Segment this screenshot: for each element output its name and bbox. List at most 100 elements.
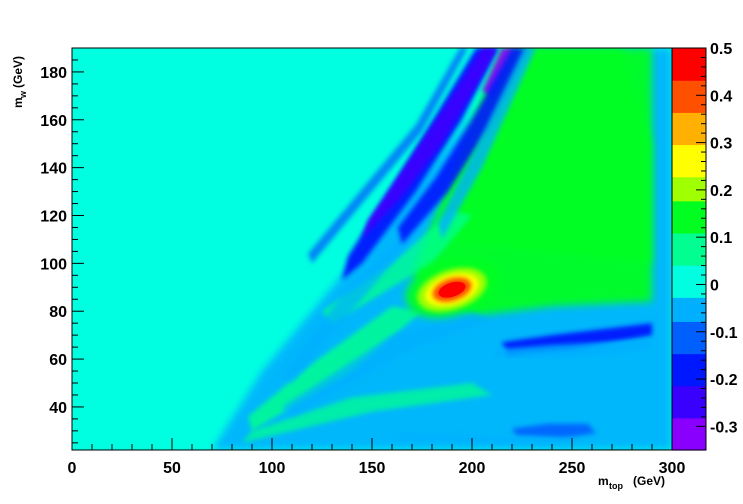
colorbar-step [672, 216, 706, 226]
peak-core [438, 281, 466, 298]
colorbar-step [672, 297, 706, 306]
y-tick-label: 80 [49, 304, 67, 321]
x-axis-title-sub: top [609, 481, 623, 491]
colorbar-step [672, 200, 706, 210]
colorbar-tick-label: 0 [710, 277, 719, 294]
x-tick-label: 250 [559, 460, 586, 477]
colorbar-step [672, 249, 706, 258]
colorbar-step [672, 385, 706, 395]
negative-band-second [398, 48, 528, 245]
y-axis: 40 60 80 100 120 140 160 180 [40, 47, 84, 444]
light-band-third [438, 48, 536, 240]
colorbar-tick-label: -0.1 [710, 325, 738, 342]
y-axis-title-main: m [11, 97, 25, 108]
colorbar-step [672, 441, 706, 451]
colorbar-step [672, 168, 706, 178]
colorbar-step [672, 152, 706, 162]
colorbar-step [672, 184, 706, 194]
x-tick-label: 200 [459, 460, 486, 477]
colorbar-step [672, 64, 706, 73]
colorbar-ticks: -0.3 -0.2 -0.1 0 0.1 0.2 0.3 0.4 0.5 [696, 41, 738, 436]
colorbar-step [672, 401, 706, 411]
colorbar-step [672, 345, 706, 355]
colorbar-tick-label: 0.3 [710, 136, 732, 153]
colorbar-tick-label: 0.4 [710, 88, 732, 105]
colorbar-step [672, 80, 706, 89]
colorbar-step [672, 88, 706, 97]
x-tick-label: 150 [359, 460, 386, 477]
colorbar-step [672, 369, 706, 379]
colorbar-step [672, 56, 706, 65]
x-tick-label: 100 [259, 460, 286, 477]
ripple-2 [282, 234, 412, 383]
colorbar-step [672, 104, 706, 113]
ripple-1 [282, 311, 492, 417]
y-axis-title-unit: (GeV) [11, 56, 25, 88]
colorbar-step [672, 289, 706, 298]
outer-line [308, 48, 468, 264]
colorbar-step [672, 353, 706, 363]
y-tick-label: 60 [49, 352, 67, 369]
colorbar-step [672, 257, 706, 266]
colorbar-step [672, 72, 706, 81]
colorbar-tick-label: -0.3 [710, 419, 738, 436]
colorbar-tick-label: 0.2 [710, 183, 732, 200]
colorbar-frame [671, 47, 707, 451]
colorbar: -0.3 -0.2 -0.1 0 0.1 0.2 0.3 0.4 0.5 [671, 41, 738, 451]
y-axis-title-sub: w [18, 90, 28, 99]
x-axis-title-unit: (GeV) [633, 474, 665, 488]
colorbar-step [672, 144, 706, 154]
colorbar-tick-label: 0.1 [710, 230, 732, 247]
colorbar-step [672, 321, 706, 330]
negative-band-core [362, 48, 498, 240]
colorbar-step [672, 361, 706, 371]
positive-plateau-inner [432, 48, 652, 264]
colorbar-step [672, 393, 706, 403]
colorbar-step [672, 409, 706, 419]
x-tick-label: 300 [659, 460, 686, 477]
colorbar-step [672, 208, 706, 218]
colorbar-step [672, 273, 706, 282]
x-axis: 0 50 100 150 200 250 300 [68, 438, 686, 477]
x-axis-title-main: m [598, 474, 609, 488]
colorbar-steps [672, 48, 706, 451]
colorbar-tick-label: -0.2 [710, 372, 738, 389]
colorbar-step [672, 160, 706, 170]
streak-1 [248, 306, 422, 431]
negative-band-bottom [512, 423, 596, 438]
colorbar-step [672, 377, 706, 387]
x-axis-title: m top (GeV) [598, 474, 665, 491]
colorbar-step [672, 417, 706, 427]
colorbar-step [672, 96, 706, 105]
y-tick-label: 180 [40, 65, 67, 82]
colorbar-step [672, 329, 706, 339]
colorbar-step [672, 433, 706, 443]
colorbar-step [672, 224, 706, 234]
streak-2 [242, 383, 492, 443]
colorbar-step [672, 265, 706, 274]
y-tick-label: 40 [49, 400, 67, 417]
colorbar-step [672, 337, 706, 347]
heatmap-features [212, 48, 672, 450]
y-tick-label: 160 [40, 113, 67, 130]
colorbar-step [672, 136, 706, 146]
colorbar-step [672, 313, 706, 322]
light-band-bottom [392, 433, 572, 446]
colorbar-step [672, 112, 706, 121]
y-axis-title: m w (GeV) [11, 56, 28, 108]
colorbar-step [672, 192, 706, 202]
colorbar-step [672, 176, 706, 186]
x-tick-label: 50 [163, 460, 181, 477]
colorbar-step [672, 305, 706, 314]
colorbar-step [672, 128, 706, 138]
colorbar-step [672, 240, 706, 250]
x-tick-label: 0 [68, 460, 77, 477]
y-tick-label: 100 [40, 256, 67, 273]
y-tick-label: 140 [40, 161, 67, 178]
light-band-right [492, 339, 652, 360]
colorbar-step [672, 281, 706, 290]
colorbar-tick-label: 0.5 [710, 41, 732, 58]
colorbar-step [672, 120, 706, 129]
